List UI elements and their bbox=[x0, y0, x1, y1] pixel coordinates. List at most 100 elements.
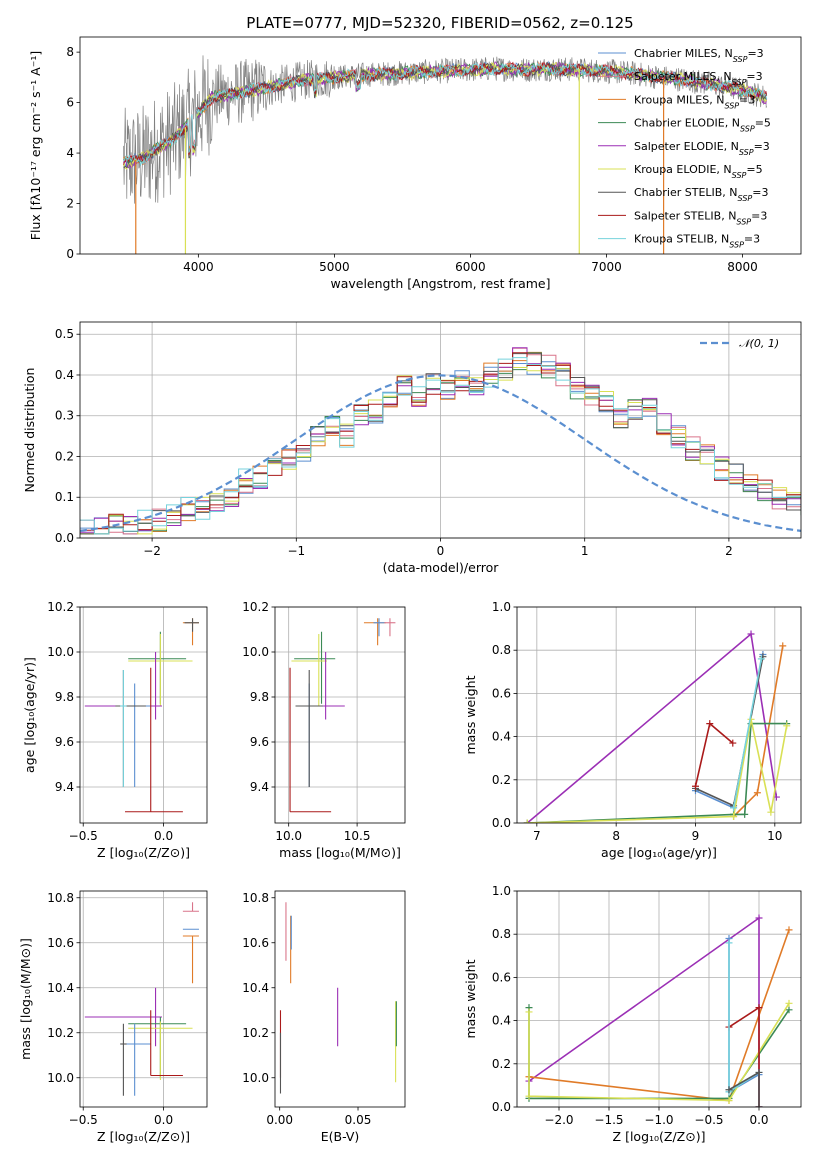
x-axis-label: Z [log₁₀(Z/Z⊙)] bbox=[97, 845, 190, 860]
x-axis-label: Z [log₁₀(Z/Z⊙)] bbox=[97, 1129, 190, 1144]
y-axis-label: mass weight bbox=[463, 959, 478, 1038]
axes: −0.5 0.0 9.4 9.6 9.8 10.0 10.2 Z [log₁₀(Z/Z⊙)] a… bbox=[22, 600, 208, 860]
y-tick-label: 9.6 bbox=[55, 735, 74, 749]
weight-marker bbox=[525, 1092, 533, 1100]
x-tick-label: 10.0 bbox=[275, 829, 302, 843]
errorbar-point bbox=[125, 1023, 151, 1096]
x-tick-label: −0.5 bbox=[69, 829, 98, 843]
y-tick-label: 0.4 bbox=[55, 368, 74, 382]
legend-entry-label: Kroupa ELODIE, NSSP=5 bbox=[634, 163, 763, 180]
axes: −0.5 0.0 10.0 10.2 10.4 10.6 10.8 Z [log₁₀(Z/Z⊙… bbox=[18, 890, 208, 1144]
weight-marker bbox=[755, 1103, 763, 1107]
weight-vs-metallicity-panel: −2.0 −1.5 −1.0 −0.5 0.0 0.0 0.2 0.4 0.6 0.8 1.0 Z [… bbox=[463, 884, 802, 1144]
x-tick-label: 8000 bbox=[727, 260, 758, 274]
x-tick-label: 10 bbox=[767, 829, 782, 843]
age-vs-metallicity-panel: −0.5 0.0 9.4 9.6 9.8 10.0 10.2 Z [log₁₀(Z/Z⊙)] a… bbox=[22, 600, 208, 860]
x-tick-label: 0 bbox=[437, 544, 445, 558]
legend-subscript: SSP bbox=[732, 78, 747, 87]
errorbar-point bbox=[125, 667, 183, 813]
errorbar-point bbox=[184, 618, 199, 632]
mass-vs-metallicity-panel: −0.5 0.0 10.0 10.2 10.4 10.6 10.8 Z [log₁₀(Z/Z⊙… bbox=[18, 890, 208, 1144]
legend-subscript: SSP bbox=[736, 217, 751, 226]
errorbar-point bbox=[120, 670, 127, 787]
plot-area bbox=[80, 347, 801, 535]
y-tick-label: 10.8 bbox=[47, 891, 74, 905]
x-tick-label: 5000 bbox=[319, 260, 350, 274]
y-axis-label: mass [log₁₀(M/M⊙)] bbox=[18, 938, 33, 1060]
x-tick-label: −1.5 bbox=[594, 1113, 623, 1127]
mass-vs-ebv-panel: 0.00 0.05 10.0 10.2 10.4 10.6 10.8 E(B-V) bbox=[242, 890, 406, 1144]
y-tick-label: 10.0 bbox=[47, 1071, 74, 1085]
residuals-panel: −2 −1 0 1 2 0.0 0.1 0.2 0.3 0.4 0.5 (data-model)/er… bbox=[22, 321, 802, 575]
errorbar-point bbox=[120, 1023, 127, 1096]
spectrum-title: PLATE=0777, MJD=52320, FIBERID=0562, z=0… bbox=[246, 14, 633, 32]
y-tick-label: 1.0 bbox=[492, 884, 511, 898]
axes-frame bbox=[274, 606, 406, 824]
y-tick-label: 9.4 bbox=[55, 780, 74, 794]
weight-marker bbox=[741, 810, 749, 818]
y-tick-label: 10.6 bbox=[47, 936, 74, 950]
x-tick-label: 10.5 bbox=[344, 829, 371, 843]
y-tick-label: 0.4 bbox=[492, 730, 511, 744]
errorbar-point bbox=[128, 634, 193, 706]
legend-entry-label: Salpeter STELIB, NSSP=3 bbox=[634, 209, 767, 226]
x-tick-label: 0.0 bbox=[154, 829, 173, 843]
errorbar-point bbox=[289, 667, 332, 813]
weight-marker bbox=[525, 1008, 533, 1016]
y-tick-label: 0.4 bbox=[492, 1014, 511, 1028]
x-tick-label: −0.5 bbox=[694, 1113, 723, 1127]
y-tick-label: 10.2 bbox=[47, 600, 74, 614]
weight-marker bbox=[753, 789, 761, 797]
plot-area bbox=[123, 55, 768, 254]
y-tick-label: 9.8 bbox=[55, 690, 74, 704]
y-tick-label: 10.4 bbox=[47, 981, 74, 995]
x-tick-label: −2.0 bbox=[544, 1113, 573, 1127]
errorbar-point bbox=[294, 631, 336, 704]
x-tick-label: −2 bbox=[143, 544, 161, 558]
y-tick-label: 0 bbox=[66, 247, 74, 261]
x-tick-label: 8 bbox=[612, 829, 620, 843]
weight-line bbox=[732, 658, 763, 809]
weight-vs-age-panel: 7 8 9 10 0.0 0.2 0.4 0.6 0.8 1.0 age [log₁₀(age/yr… bbox=[463, 600, 802, 860]
y-axis-label: age [log₁₀(age/yr)] bbox=[22, 657, 37, 773]
x-tick-label: 7 bbox=[533, 829, 541, 843]
spectrum-panel: 4000 5000 6000 7000 8000 0 2 4 6 8 wavelength [Ang… bbox=[28, 36, 802, 291]
weight-marker bbox=[691, 782, 699, 790]
legend-subscript: SSP bbox=[724, 101, 739, 110]
legend-subscript: SSP bbox=[739, 147, 754, 156]
y-tick-label: 10.8 bbox=[242, 891, 269, 905]
y-tick-label: 0.5 bbox=[55, 327, 74, 341]
age-vs-mass-panel: 10.0 10.5 9.4 9.6 9.8 10.0 10.2 mass [log₁₀(M/M… bbox=[242, 600, 406, 860]
weight-marker bbox=[730, 804, 738, 812]
x-axis-label: age [log₁₀(age/yr)] bbox=[601, 845, 717, 860]
errorbar-point bbox=[373, 618, 385, 637]
y-tick-label: 0.0 bbox=[492, 816, 511, 830]
x-tick-label: 0.0 bbox=[749, 1113, 768, 1127]
weight-marker bbox=[757, 655, 765, 663]
y-tick-label: 10.2 bbox=[242, 1026, 269, 1040]
weight-marker bbox=[730, 813, 738, 821]
y-tick-label: 9.6 bbox=[250, 735, 269, 749]
errorbar-point bbox=[84, 987, 162, 1047]
errorbar-point bbox=[291, 634, 327, 706]
legend-entry-label: Salpeter MILES, NSSP=3 bbox=[634, 70, 763, 87]
errorbar-point bbox=[384, 618, 396, 637]
x-tick-label: 1 bbox=[581, 544, 589, 558]
legend-entry-label: Chabrier STELIB, NSSP=3 bbox=[634, 186, 768, 203]
axes-frame bbox=[79, 890, 208, 1108]
errorbar-point bbox=[182, 935, 199, 984]
weight-series bbox=[691, 720, 737, 790]
y-tick-label: 0.6 bbox=[492, 686, 511, 700]
residual-histogram-step bbox=[80, 357, 801, 535]
x-tick-label: 6000 bbox=[455, 260, 486, 274]
x-axis-label: mass [log₁₀(M/M⊙)] bbox=[279, 845, 401, 860]
y-tick-label: 0.3 bbox=[55, 409, 74, 423]
errorbar-point bbox=[182, 902, 199, 912]
x-tick-label: 2 bbox=[725, 544, 733, 558]
weight-marker bbox=[785, 999, 793, 1007]
axes: 4000 5000 6000 7000 8000 0 2 4 6 8 wavelength [Ang… bbox=[28, 36, 802, 291]
legend-subscript: SSP bbox=[729, 240, 744, 249]
y-tick-label: 0.8 bbox=[492, 927, 511, 941]
x-tick-label: 0.00 bbox=[266, 1113, 293, 1127]
